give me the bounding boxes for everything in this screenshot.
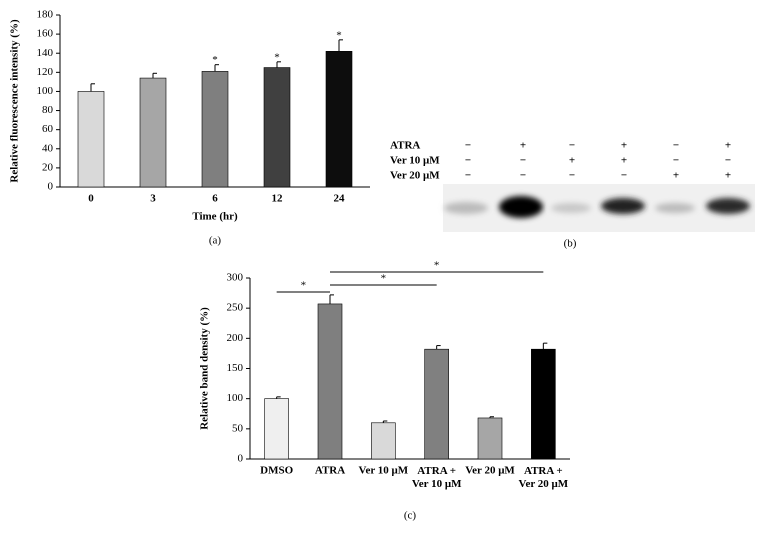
blot-row-label: ATRA: [390, 140, 420, 152]
bar: [139, 77, 167, 188]
significance-label: *: [301, 280, 307, 292]
panel-label: (a): [209, 235, 222, 247]
significance-label: *: [381, 273, 387, 285]
panel-label: (b): [564, 238, 577, 250]
y-tick-label: 200: [227, 332, 244, 344]
blot-row-label: Ver 10 μM: [390, 155, 440, 167]
x-tick-label: Ver 10 μM: [359, 465, 409, 477]
y-axis-label: Relative fluorescence intensity (%): [9, 19, 21, 183]
blot-sign: −: [569, 140, 575, 152]
blot-sign: −: [621, 170, 627, 182]
band: [444, 202, 488, 214]
y-tick-label: 80: [42, 104, 54, 116]
blot-sign: −: [569, 170, 575, 182]
blot-sign: +: [569, 155, 575, 167]
bar: [317, 303, 343, 460]
x-tick-label: ATRA + Ver 10 μM: [412, 465, 462, 490]
x-tick-label: 0: [88, 193, 94, 205]
bar: [371, 422, 396, 460]
annotation: *: [274, 51, 280, 63]
blot-sign: −: [465, 140, 471, 152]
y-tick-label: 50: [232, 422, 244, 434]
bar: [264, 398, 289, 460]
panel-label: (c): [404, 510, 417, 522]
y-axis-label: Relative band density (%): [199, 307, 211, 430]
y-tick-label: 250: [227, 302, 244, 314]
bar: [263, 67, 291, 188]
blot-sign: −: [520, 155, 526, 167]
annotation: *: [212, 54, 218, 66]
annotation: *: [336, 29, 342, 41]
blot-sign: −: [725, 155, 731, 167]
y-tick-label: 60: [42, 123, 54, 135]
x-tick-label: ATRA + Ver 20 μM: [519, 465, 569, 490]
blot-sign: +: [725, 170, 731, 182]
y-tick-label: 20: [42, 161, 54, 173]
bar: [424, 348, 449, 460]
blot-sign: +: [621, 155, 627, 167]
band: [706, 198, 750, 214]
blot-sign: −: [673, 155, 679, 167]
blot-background: [443, 184, 755, 232]
band: [499, 196, 543, 218]
blot-sign: −: [465, 170, 471, 182]
y-tick-label: 160: [37, 28, 54, 40]
y-tick-label: 0: [48, 181, 54, 193]
band: [601, 198, 645, 214]
x-tick-label: Ver 20 μM: [465, 465, 515, 477]
y-tick-label: 300: [227, 272, 244, 284]
band: [551, 203, 591, 213]
bar: [531, 348, 556, 460]
y-tick-label: 40: [42, 142, 54, 154]
bar: [325, 51, 353, 188]
band: [655, 203, 695, 213]
x-tick-label: 6: [212, 193, 218, 205]
y-tick-label: 180: [37, 9, 54, 21]
x-tick-label: 12: [272, 193, 284, 205]
y-tick-label: 140: [37, 47, 54, 59]
blot-sign: +: [621, 140, 627, 152]
x-tick-label: 24: [334, 193, 346, 205]
y-tick-label: 100: [37, 85, 54, 97]
y-tick-label: 120: [37, 66, 54, 78]
x-tick-label: 3: [150, 193, 156, 205]
blot-sign: −: [673, 140, 679, 152]
x-tick-label: DMSO: [260, 465, 293, 477]
blot-sign: +: [673, 170, 679, 182]
x-tick-label: ATRA: [315, 465, 345, 477]
blot-sign: −: [520, 170, 526, 182]
bar: [201, 71, 229, 188]
blot-sign: +: [520, 140, 526, 152]
significance-label: *: [434, 260, 440, 272]
blot-sign: −: [465, 155, 471, 167]
y-tick-label: 0: [238, 453, 244, 465]
x-axis-label: Time (hr): [192, 211, 238, 223]
bar: [77, 91, 105, 188]
blot-sign: +: [725, 140, 731, 152]
blot-row-label: Ver 20 μM: [390, 170, 440, 182]
bar: [477, 417, 503, 460]
blot-bands: [444, 196, 750, 218]
y-tick-label: 100: [227, 392, 244, 404]
y-tick-label: 150: [227, 362, 244, 374]
